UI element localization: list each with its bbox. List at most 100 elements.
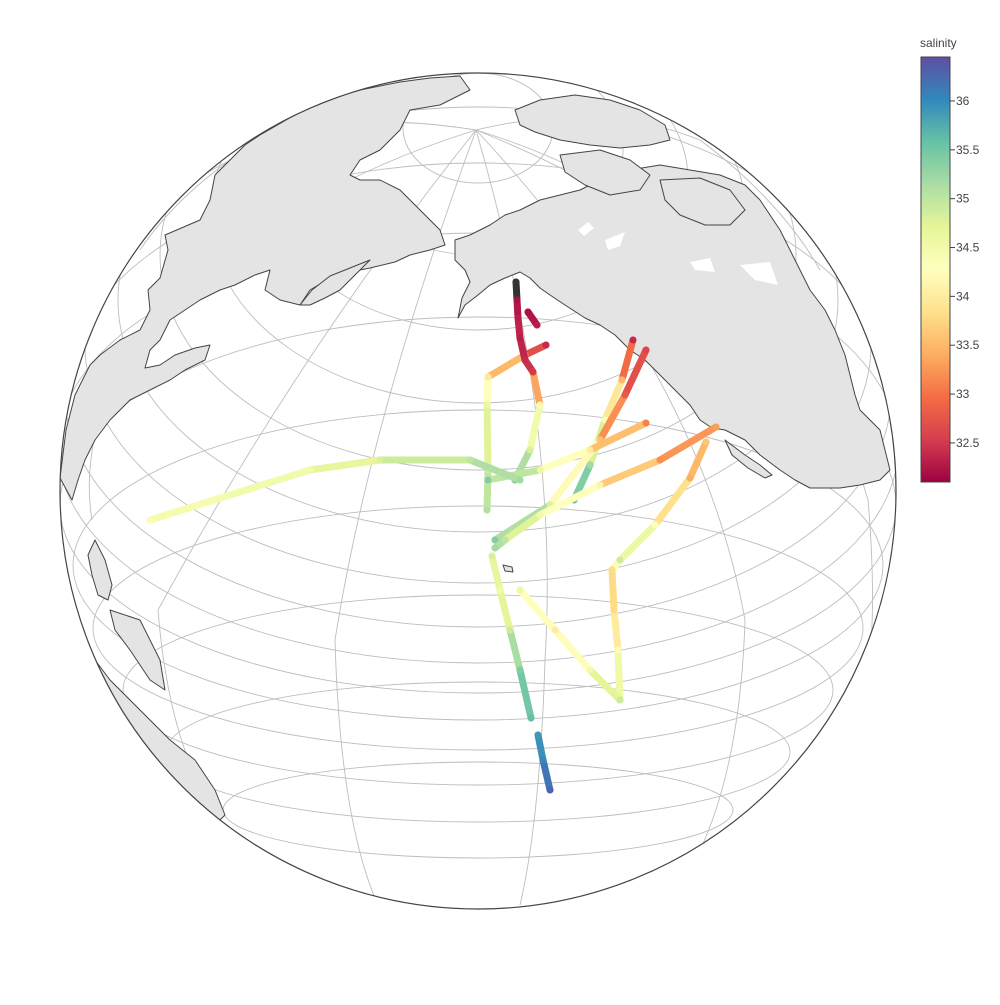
colorbar-tick-label: 35	[956, 192, 970, 206]
land-japan	[87, 539, 113, 601]
track-point[interactable]	[642, 346, 650, 354]
track-point[interactable]	[614, 646, 622, 654]
track-point[interactable]	[586, 666, 594, 674]
track-point[interactable]	[618, 376, 626, 384]
track-point[interactable]	[501, 536, 509, 544]
track-segment	[596, 456, 664, 489]
track-point[interactable]	[621, 391, 629, 399]
land-asia	[60, 75, 471, 501]
track-point[interactable]	[513, 296, 521, 304]
track-segment	[488, 552, 504, 594]
track-segment	[483, 466, 492, 514]
track-point[interactable]	[536, 401, 544, 409]
track-point[interactable]	[466, 456, 474, 464]
track-point[interactable]	[527, 714, 535, 722]
track-point[interactable]	[516, 666, 524, 674]
track-point[interactable]	[306, 466, 314, 474]
track-point[interactable]	[546, 786, 554, 794]
track-point[interactable]	[491, 536, 499, 544]
track-point[interactable]	[712, 423, 720, 431]
track-segment	[516, 666, 535, 722]
track-point[interactable]	[484, 373, 492, 381]
land-north-america	[454, 164, 891, 489]
track-point[interactable]	[483, 401, 491, 409]
track-segment	[618, 336, 637, 384]
track-point[interactable]	[526, 446, 534, 454]
track-segment	[306, 456, 384, 474]
track-point[interactable]	[608, 566, 616, 574]
track-point[interactable]	[586, 446, 594, 454]
colorbar-tick-label: 33	[956, 387, 970, 401]
land-new-guinea	[109, 609, 166, 691]
track-point[interactable]	[521, 356, 529, 364]
track-segment	[534, 731, 547, 764]
track-point[interactable]	[542, 341, 550, 349]
track-point[interactable]	[616, 696, 624, 704]
track-point[interactable]	[586, 461, 594, 469]
track-point[interactable]	[616, 556, 624, 564]
colorbar-tick-label: 32.5	[956, 436, 980, 450]
track-segment	[484, 351, 529, 381]
track-point[interactable]	[484, 476, 492, 484]
track-point[interactable]	[506, 626, 514, 634]
track-segment	[610, 606, 622, 654]
track-point[interactable]	[533, 321, 541, 329]
track-segment	[521, 341, 550, 359]
track-point[interactable]	[551, 626, 559, 634]
track-point[interactable]	[516, 476, 524, 484]
track-segment	[686, 438, 710, 482]
track-segment	[483, 373, 492, 409]
track-point[interactable]	[514, 314, 522, 322]
track-segment	[516, 334, 529, 364]
colorbar-gradient	[920, 56, 951, 483]
track-point[interactable]	[656, 456, 664, 464]
track-segment	[506, 626, 524, 674]
track-segment	[501, 511, 544, 544]
track-segment	[586, 666, 624, 704]
track-point[interactable]	[483, 506, 491, 514]
land-canadian-arctic	[514, 94, 671, 149]
track-point[interactable]	[146, 516, 154, 524]
track-segment	[621, 346, 650, 399]
track-segment	[551, 626, 594, 674]
track-segment	[614, 646, 624, 704]
track-point[interactable]	[536, 511, 544, 519]
track-segment	[616, 521, 659, 564]
land-hudson	[659, 177, 746, 226]
colorbar-tick-label: 33.5	[956, 338, 980, 352]
track-point[interactable]	[512, 278, 520, 286]
colorbar-ticks: 36 35.5 35 34.5 34 33.5 33 32.5	[950, 94, 980, 450]
track-segment	[656, 423, 720, 464]
track-point[interactable]	[539, 756, 547, 764]
track-point[interactable]	[376, 456, 384, 464]
track-point[interactable]	[686, 474, 694, 482]
track-point[interactable]	[596, 481, 604, 489]
track-point[interactable]	[534, 731, 542, 739]
track-point[interactable]	[610, 606, 618, 614]
track-point[interactable]	[226, 491, 234, 499]
colorbar-tick-label: 34	[956, 289, 970, 303]
track-segment	[586, 419, 650, 454]
track-segment	[536, 446, 594, 474]
track-point[interactable]	[629, 336, 637, 344]
track-segment	[529, 368, 544, 409]
track-point[interactable]	[516, 334, 524, 342]
colorbar-tick-label: 36	[956, 94, 970, 108]
track-segment	[496, 586, 514, 634]
track-point[interactable]	[488, 552, 496, 560]
colorbar-tick-label: 35.5	[956, 143, 980, 157]
track-point[interactable]	[702, 438, 710, 446]
track-point[interactable]	[529, 368, 537, 376]
track-segment	[466, 456, 524, 484]
track-point[interactable]	[651, 521, 659, 529]
track-point[interactable]	[642, 419, 650, 427]
track-point[interactable]	[496, 586, 504, 594]
track-point[interactable]	[524, 308, 532, 316]
track-segment	[516, 586, 559, 634]
track-point[interactable]	[516, 586, 524, 594]
track-point[interactable]	[491, 544, 499, 552]
colorbar-title: salinity	[920, 36, 957, 50]
track-point[interactable]	[536, 466, 544, 474]
